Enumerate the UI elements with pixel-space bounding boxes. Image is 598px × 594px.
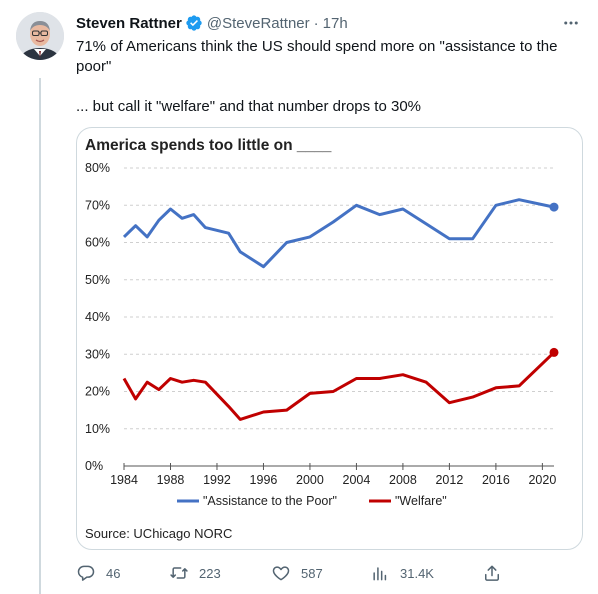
- author-handle[interactable]: @SteveRattner: [206, 14, 310, 32]
- series-endpoint-marker: [549, 347, 559, 357]
- more-horizontal-icon: [564, 21, 578, 25]
- share-button[interactable]: [482, 562, 512, 584]
- y-tick-label: 80%: [85, 161, 110, 175]
- reply-button[interactable]: 46: [76, 562, 120, 584]
- like-count: 587: [301, 565, 323, 581]
- retweet-button[interactable]: 223: [169, 562, 221, 584]
- reply-icon: [77, 565, 95, 581]
- legend-label-assistance: "Assistance to the Poor": [203, 494, 337, 508]
- thread-line: [39, 78, 41, 594]
- reply-count: 46: [106, 565, 121, 581]
- tweet-header: Steven Rattner @SteveRattner · 17h: [76, 12, 582, 34]
- verified-badge-icon: [186, 15, 202, 31]
- x-tick-label: 1988: [157, 473, 185, 487]
- chart-title: America spends too little on ____: [85, 137, 332, 154]
- y-tick-label: 50%: [85, 273, 110, 287]
- avatar[interactable]: [16, 12, 64, 60]
- retweet-count: 223: [199, 565, 221, 581]
- x-tick-label: 1992: [203, 473, 231, 487]
- series-line-welfare: [122, 351, 556, 421]
- avatar-portrait-icon: [16, 12, 64, 60]
- x-tick-label: 2004: [343, 473, 371, 487]
- like-button[interactable]: 587: [271, 562, 323, 584]
- y-tick-label: 70%: [85, 198, 110, 212]
- x-tick-label: 2016: [482, 473, 510, 487]
- x-tick-label: 1996: [250, 473, 278, 487]
- y-tick-label: 20%: [85, 385, 110, 399]
- x-tick-label: 2012: [435, 473, 463, 487]
- share-icon: [485, 565, 499, 581]
- y-tick-label: 60%: [85, 236, 110, 250]
- x-tick-label: 2020: [528, 473, 556, 487]
- timestamp[interactable]: 17h: [322, 14, 348, 32]
- heart-icon: [272, 566, 290, 581]
- tweet-actions-bar: 46 223 587 31.4K: [76, 562, 516, 584]
- tweet-text-line: 71% of Americans think the US should spe…: [76, 38, 558, 75]
- view-count: 31.4K: [400, 565, 434, 581]
- line-chart: America spends too little on ____ 0% 10% 2…: [85, 137, 559, 541]
- y-tick-label: 10%: [85, 422, 110, 436]
- tweet-text: 71% of Americans think the US should spe…: [76, 37, 576, 117]
- x-tick-label: 2008: [389, 473, 417, 487]
- chart-image-card[interactable]: America spends too little on ____ 0% 10% 2…: [76, 127, 583, 550]
- chart-source: Source: UChicago NORC: [85, 526, 232, 541]
- x-tick-label: 2000: [296, 473, 324, 487]
- tweet-text-line: ... but call it "welfare" and that numbe…: [76, 98, 421, 115]
- separator-dot: ·: [313, 14, 319, 32]
- y-tick-label: 30%: [85, 347, 110, 361]
- x-tick-label: 1984: [110, 473, 138, 487]
- author-name[interactable]: Steven Rattner: [76, 14, 182, 32]
- views-button[interactable]: 31.4K: [370, 562, 434, 584]
- retweet-icon: [170, 567, 188, 579]
- legend-label-welfare: "Welfare": [395, 494, 447, 508]
- more-options-button[interactable]: [560, 12, 582, 34]
- series-line-assistance: [122, 198, 555, 269]
- series-endpoint-marker: [549, 202, 559, 212]
- y-tick-label: 40%: [85, 310, 110, 324]
- analytics-bars-icon: [373, 567, 387, 581]
- y-tick-label: 0%: [85, 459, 103, 473]
